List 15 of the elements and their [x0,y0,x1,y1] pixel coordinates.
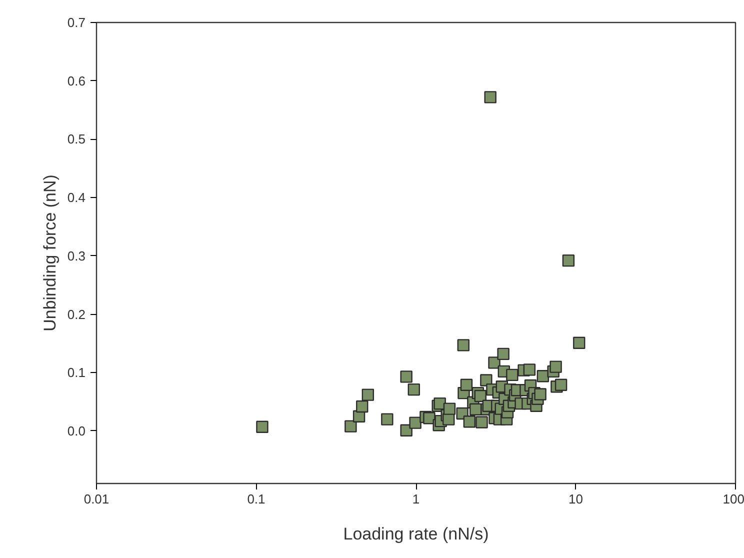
y-axis-title: Unbinding force (nN) [40,174,60,332]
x-tick-label: 100 [722,492,744,506]
y-tick-label: 0.6 [67,73,86,88]
y-tick-label: 0.5 [67,132,86,147]
x-axis-title: Loading rate (nN/s) [343,524,489,544]
y-tick-label: 0.4 [67,190,86,206]
y-tick-label: 0.0 [67,423,86,438]
x-tick-label: 0.1 [247,492,266,506]
y-tick-label: 0.2 [67,306,86,322]
y-tick-label: 0.7 [67,15,86,30]
x-tick-label: 0.01 [84,492,110,506]
x-tick-label: 1 [412,492,420,506]
y-tick-label: 0.1 [67,365,86,380]
y-tick-label: 0.3 [67,248,86,264]
x-tick-label: 10 [568,492,583,506]
